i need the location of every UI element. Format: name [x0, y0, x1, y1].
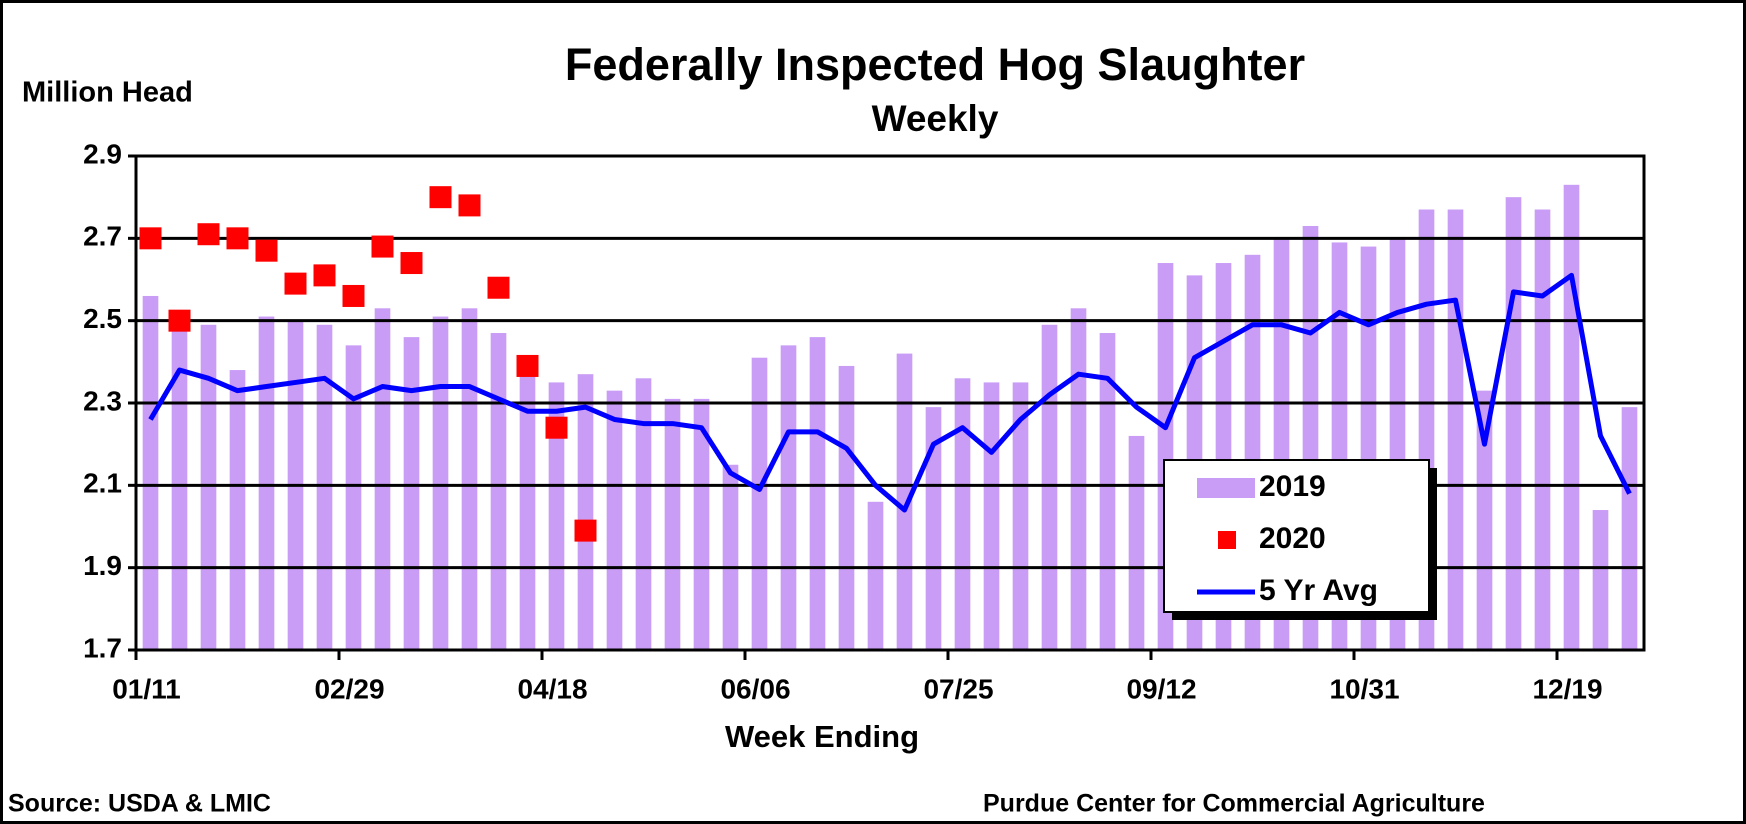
bar [809, 337, 826, 650]
x-tick-label: 06/06 [720, 673, 790, 704]
bar [548, 382, 565, 650]
bar [780, 345, 797, 650]
marker [545, 416, 568, 439]
y-axis-label: Million Head [22, 77, 193, 109]
bar [722, 464, 739, 650]
bar [1099, 333, 1116, 650]
marker [487, 276, 510, 299]
line [148, 272, 1632, 513]
x-tick-label: 02/29 [314, 673, 384, 704]
y-tick-label: 2.5 [83, 303, 122, 334]
x-tick-label: 01/11 [112, 673, 181, 704]
chart-title: Federally Inspected Hog Slaughter [565, 39, 1305, 90]
bar [229, 370, 246, 650]
bar [664, 398, 681, 650]
chart-subtitle: Weekly [872, 98, 999, 139]
marker [284, 272, 307, 295]
x-tick-label: 12/19 [1532, 673, 1602, 704]
y-tick-label: 2.1 [83, 468, 122, 499]
x-tick-label: 07/25 [923, 673, 993, 704]
bar [1070, 308, 1087, 650]
y-tick-label: 2.7 [83, 221, 122, 252]
bar [519, 365, 536, 650]
y-tick-label: 2.9 [83, 138, 122, 169]
bar [1041, 324, 1058, 650]
marker [458, 194, 481, 217]
bar [983, 382, 1000, 650]
bar [200, 324, 217, 650]
bar [316, 324, 333, 650]
bar [1563, 184, 1580, 651]
bar [635, 378, 652, 650]
bar [403, 337, 420, 650]
bar [1534, 209, 1551, 650]
bar [374, 308, 391, 650]
bar [1621, 407, 1638, 650]
bar [345, 345, 362, 650]
bar [954, 378, 971, 650]
bar [925, 407, 942, 650]
bar [142, 295, 159, 650]
y-tick-label: 2.3 [83, 385, 122, 416]
marker [139, 227, 162, 250]
bar [1447, 209, 1464, 650]
bar [490, 333, 507, 650]
marker [342, 284, 365, 307]
marker [313, 264, 336, 287]
x-tick-label: 10/31 [1329, 673, 1399, 704]
marker [371, 235, 394, 258]
marker [516, 354, 539, 377]
y-tick-label: 1.9 [83, 550, 122, 581]
bar [1012, 382, 1029, 650]
plot-border [134, 154, 1646, 652]
bar [751, 357, 768, 650]
x-tick-label: 09/12 [1126, 673, 1196, 704]
marker [429, 186, 452, 209]
marker [400, 252, 423, 275]
marker [255, 239, 278, 262]
legend-swatch [1218, 531, 1236, 549]
credit-note: Purdue Center for Commercial Agriculture [983, 790, 1485, 818]
bar [838, 365, 855, 650]
source-note: Source: USDA & LMIC [8, 790, 271, 818]
bar [1505, 197, 1522, 650]
bar [1476, 390, 1493, 650]
legend-label: 2019 [1259, 470, 1326, 503]
bar [432, 316, 449, 650]
marker [197, 223, 220, 246]
x-tick-label: 04/18 [517, 673, 587, 704]
bar [577, 374, 594, 650]
bar [896, 353, 913, 650]
legend-swatch [1197, 478, 1255, 498]
marker [226, 227, 249, 250]
bar [867, 501, 884, 650]
marker [168, 309, 191, 332]
legend-label: 2020 [1259, 522, 1326, 555]
bar [258, 316, 275, 650]
bar [1128, 435, 1145, 650]
bar [606, 390, 623, 650]
legend-label: 5 Yr Avg [1259, 574, 1378, 607]
bar [693, 398, 710, 650]
bar [1592, 510, 1609, 650]
bar [461, 308, 478, 650]
y-tick-label: 1.7 [83, 632, 122, 663]
x-axis-label: Week Ending [725, 719, 919, 754]
marker [574, 519, 597, 542]
